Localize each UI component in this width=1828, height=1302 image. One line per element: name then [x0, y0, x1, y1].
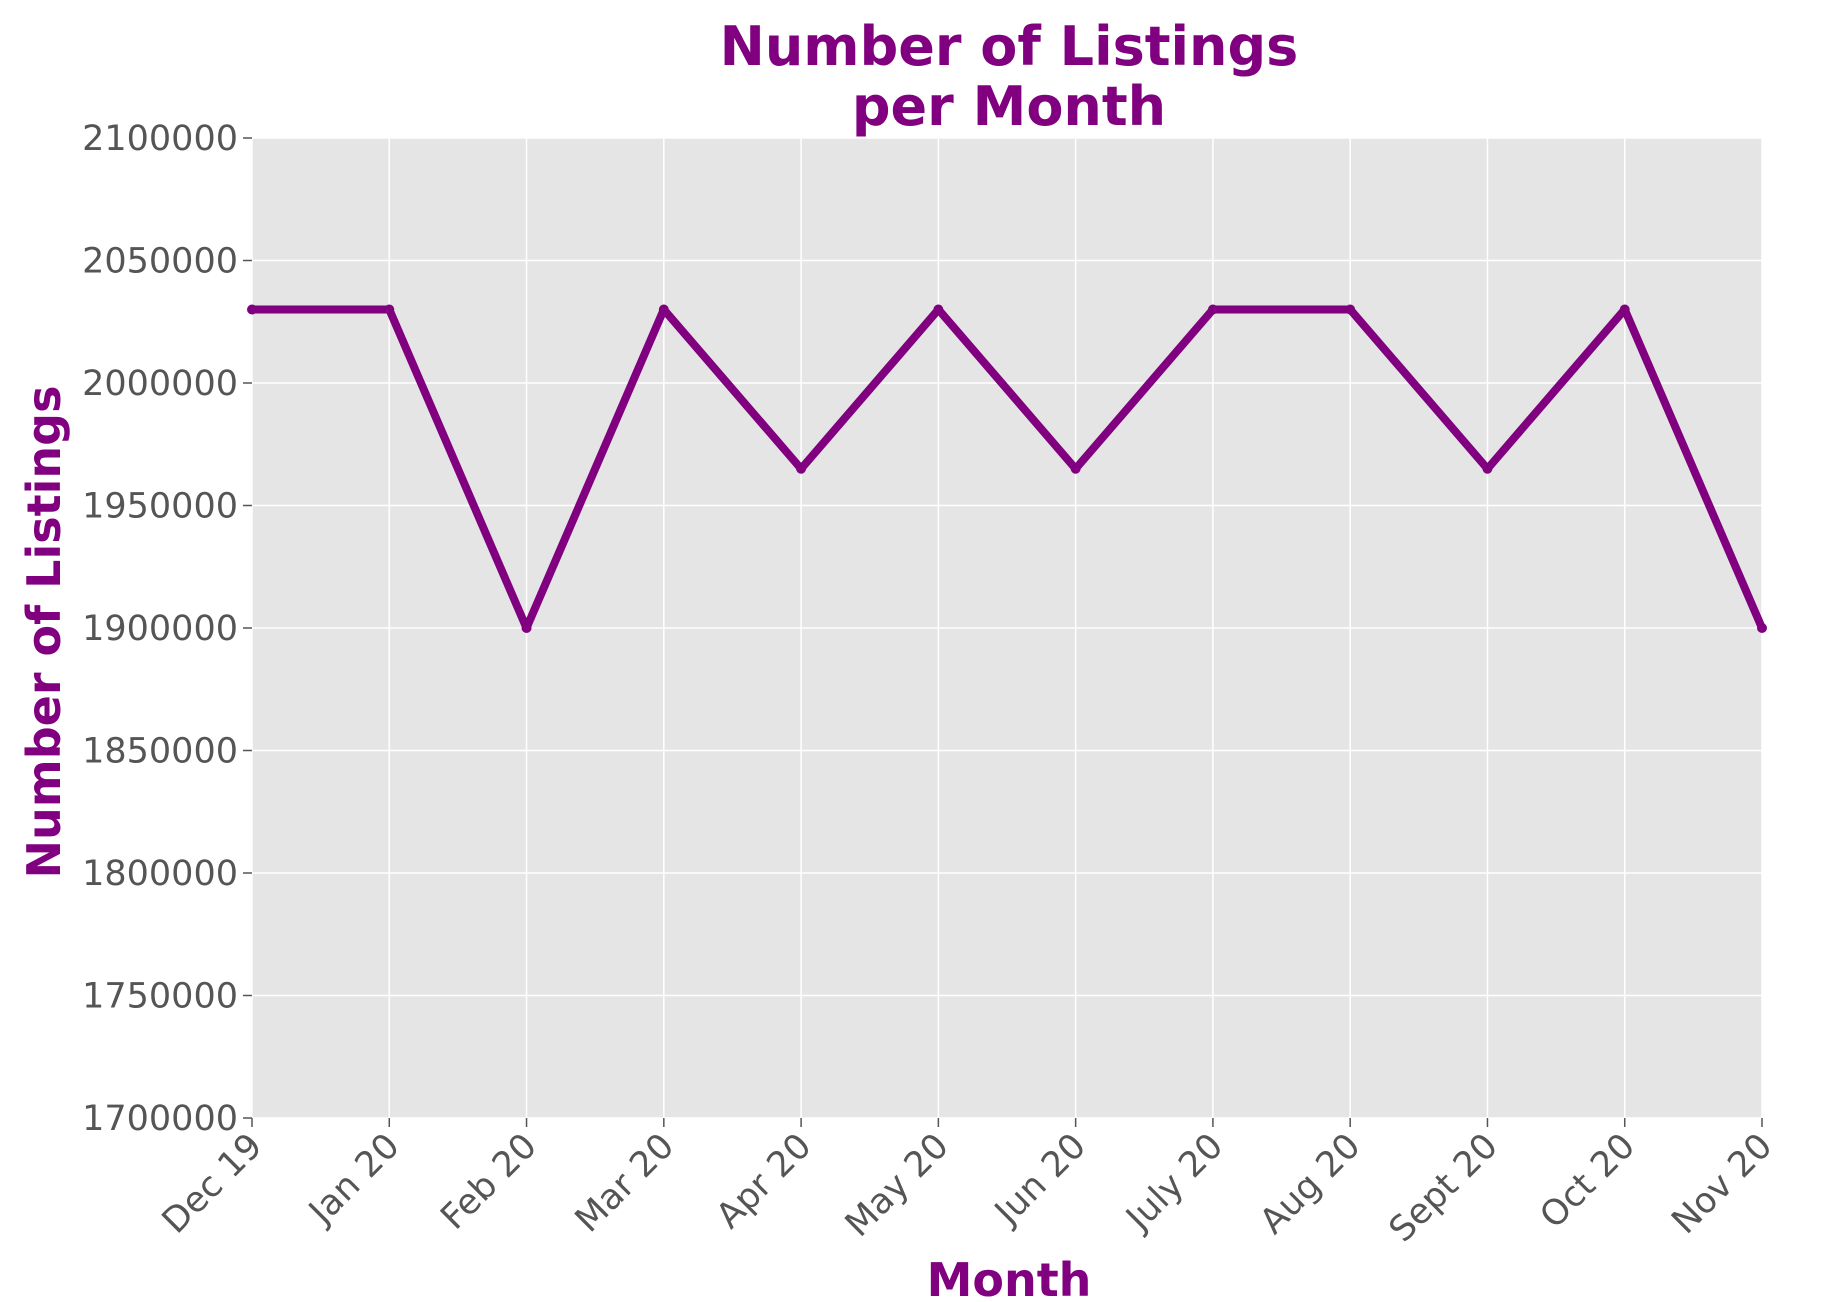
x-axis-label: Month: [927, 1253, 1092, 1302]
y-tick-label: 1750000: [82, 977, 238, 1017]
y-tick-label: 1850000: [82, 732, 238, 772]
x-tick-label: Oct 20: [1533, 1126, 1643, 1236]
x-tick-label: Nov 20: [1664, 1126, 1780, 1242]
data-point: [933, 304, 944, 315]
chart-title-line-2: per Month: [852, 75, 1166, 138]
y-tick-label: 1900000: [82, 609, 238, 649]
series-layer: [247, 304, 1767, 633]
data-point: [796, 463, 807, 474]
x-tick-label: July 20: [1118, 1126, 1232, 1240]
x-tick-label: Sept 20: [1382, 1126, 1506, 1250]
x-tick-label: May 20: [838, 1126, 957, 1245]
chart-title-line-1: Number of Listings: [720, 15, 1299, 78]
y-tick-label: 1800000: [82, 854, 238, 894]
y-axis-label: Number of Listings: [17, 386, 71, 879]
x-tick-label: Feb 20: [433, 1126, 544, 1237]
data-point: [1345, 304, 1356, 315]
data-point: [1207, 304, 1218, 315]
x-tick-label: Dec 19: [155, 1126, 271, 1242]
data-point: [247, 304, 257, 315]
data-point: [1482, 463, 1493, 474]
y-tick-label: 1950000: [82, 487, 238, 527]
series-line: [252, 305, 1766, 632]
data-point: [521, 623, 532, 633]
data-point: [384, 304, 395, 315]
x-tick-label: Jan 20: [300, 1126, 407, 1233]
y-tick-label: 2000000: [82, 364, 238, 404]
y-tick-label: 2100000: [82, 119, 238, 159]
data-point: [1619, 304, 1630, 315]
data-point: [1070, 463, 1081, 474]
data-point: [1757, 623, 1767, 633]
y-tick-label: 1700000: [82, 1099, 238, 1139]
x-tick-label: Apr 20: [709, 1126, 819, 1236]
x-tick-label: Mar 20: [568, 1126, 682, 1240]
data-point: [658, 304, 669, 315]
y-tick-label: 2050000: [82, 242, 238, 282]
x-tick-label: Aug 20: [1253, 1126, 1369, 1242]
x-tick-label: Jun 20: [986, 1126, 1094, 1234]
